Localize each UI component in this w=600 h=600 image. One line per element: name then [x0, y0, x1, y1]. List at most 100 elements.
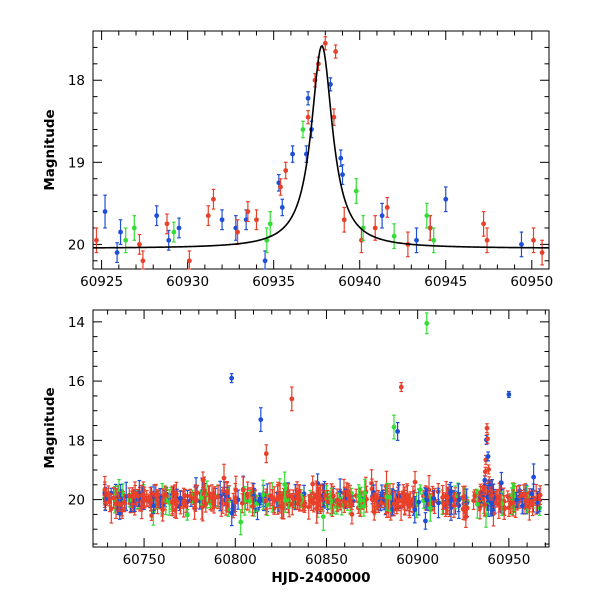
blue-data-point [448, 481, 454, 503]
green-data-point [358, 486, 364, 514]
red-data-point [297, 489, 303, 511]
blue-data-point [230, 502, 236, 516]
red-data-point [142, 486, 147, 509]
red-outlier-point [398, 381, 404, 393]
green-data-point [384, 482, 390, 511]
red-data-point [203, 495, 209, 513]
red-data-point [412, 470, 418, 494]
x-tick-label: 60950 [510, 274, 553, 290]
blue-event-point [485, 451, 491, 462]
bottom-x-axis-title: HJD-2400000 [271, 570, 370, 586]
green-data-point [391, 223, 397, 250]
red-data-point [186, 250, 192, 270]
blue-data-point [514, 491, 520, 508]
blue-data-point [154, 205, 160, 227]
bottom-axis-ticks [93, 310, 549, 547]
red-data-point [135, 488, 141, 504]
top-data-points [94, 36, 545, 270]
red-data-point [349, 498, 355, 510]
blue-data-point [177, 490, 183, 506]
red-data-point [94, 227, 99, 254]
blue-data-point [519, 497, 525, 515]
blue-outlier-point [395, 421, 401, 441]
blue-data-point [290, 145, 296, 163]
blue-data-point [423, 487, 429, 500]
blue-data-point [423, 512, 428, 530]
red-data-point [232, 487, 238, 516]
blue-data-point [305, 91, 311, 106]
red-data-point [539, 239, 545, 266]
y-tick-label: 20 [68, 493, 85, 509]
red-data-point [460, 485, 466, 509]
blue-data-point [431, 490, 437, 508]
red-data-point [211, 188, 216, 210]
red-data-point [396, 491, 402, 512]
x-tick-label: 60935 [252, 274, 295, 290]
red-data-point [502, 501, 507, 517]
green-data-point [474, 489, 480, 519]
red-data-point [427, 215, 433, 241]
x-tick-label: 60850 [305, 552, 348, 568]
bottom-y-axis-title: Magnitude [42, 387, 58, 468]
red-data-point [372, 215, 378, 241]
green-data-point [431, 227, 437, 254]
bottom-plot-frame [92, 309, 550, 548]
red-data-point [290, 489, 296, 509]
blue-data-point [279, 198, 285, 217]
red-data-point [371, 492, 377, 508]
blue-data-point [151, 497, 156, 515]
red-data-point [287, 489, 293, 503]
model-fit-curve [92, 44, 550, 249]
red-data-point [384, 197, 390, 218]
blue-data-point [114, 242, 120, 264]
red-data-point [254, 209, 259, 231]
red-data-point [313, 480, 319, 511]
blue-data-point [340, 164, 345, 186]
red-data-point [130, 487, 135, 506]
red-data-point [270, 489, 275, 507]
red-data-point [537, 485, 543, 506]
red-data-point [162, 485, 168, 505]
green-data-point [360, 215, 366, 241]
red-data-point [117, 497, 122, 512]
green-outlier-point [391, 414, 397, 440]
red-data-point [215, 484, 221, 510]
red-data-point [147, 486, 153, 507]
red-data-point [122, 493, 128, 513]
bottom-data-points [102, 312, 543, 536]
red-data-point [187, 488, 193, 504]
blue-data-point [176, 217, 182, 239]
green-data-point [131, 215, 137, 241]
red-data-point [531, 227, 536, 254]
x-tick-label: 60925 [80, 274, 123, 290]
red-data-point [240, 476, 246, 504]
x-tick-label: 60800 [214, 552, 257, 568]
red-data-point [373, 480, 379, 511]
green-data-point [123, 227, 129, 254]
top-panel-zoomed-light-curve: 60925 60930 60935 60940 60945 60950 18 19 20 Mag… [42, 30, 553, 290]
red-data-point [191, 491, 196, 506]
blue-data-point [529, 488, 535, 500]
red-data-point [445, 486, 451, 509]
red-data-point [510, 489, 516, 517]
red-data-point [306, 494, 312, 520]
red-data-point [310, 475, 316, 493]
top-axis-ticks [93, 30, 550, 269]
red-data-point [263, 491, 269, 510]
blue-data-point [136, 490, 141, 508]
red-data-point [102, 475, 108, 505]
green-data-point [238, 508, 244, 536]
red-data-point [391, 491, 397, 517]
y-tick-label: 18 [68, 433, 85, 449]
blue-data-point [328, 77, 333, 92]
green-data-point [247, 489, 253, 513]
blue-data-point [456, 492, 462, 507]
blue-outlier-point [229, 373, 235, 384]
green-data-point [264, 227, 270, 254]
red-data-point [400, 484, 406, 503]
red-data-point [164, 213, 170, 235]
red-data-point [322, 490, 328, 501]
y-tick-label: 20 [68, 237, 85, 253]
red-data-point [275, 484, 281, 515]
